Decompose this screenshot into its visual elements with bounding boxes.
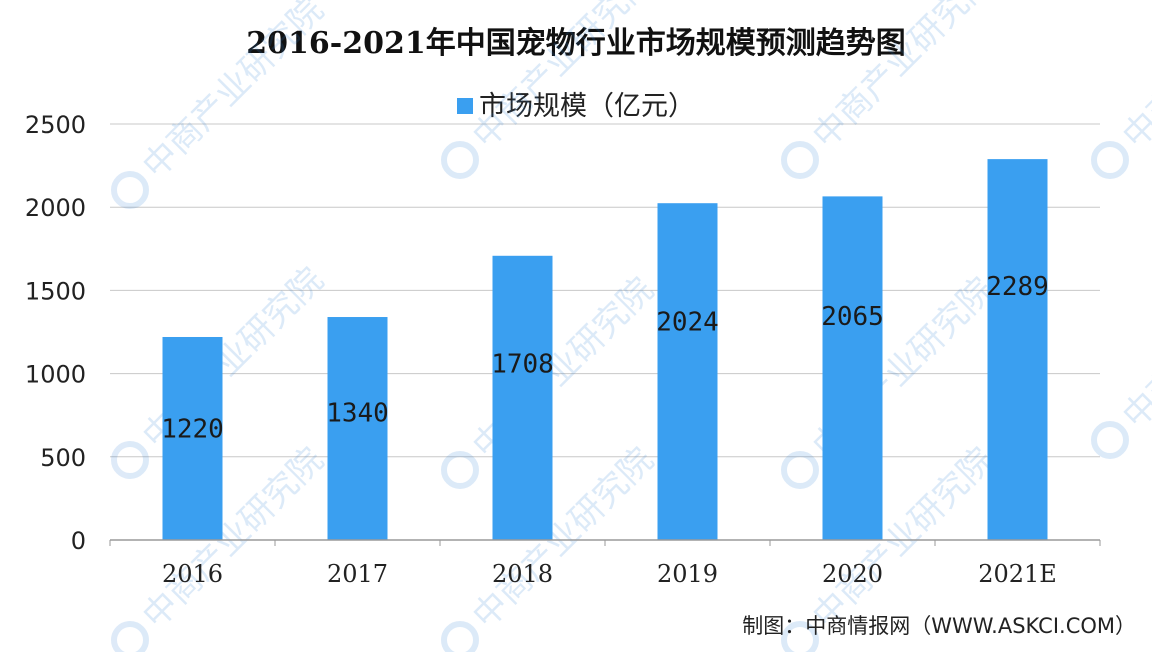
legend: 市场规模（亿元） (0, 84, 1152, 123)
watermark-text: 中商产业研究院 (1115, 240, 1152, 437)
x-tick-label: 2016 (162, 560, 223, 588)
bars (162, 159, 1048, 540)
x-tick-label: 2017 (327, 560, 388, 588)
watermark-logo-icon (111, 171, 149, 209)
watermark-item: 中商产业研究院 (441, 0, 662, 179)
watermark-item: 中商产业研究院 (1091, 240, 1152, 459)
y-tick-label: 0 (71, 527, 86, 555)
data-labels: 1220 1340 1708 2024 2065 2289 (161, 272, 1049, 444)
watermark-item: 中商产业研究院 (111, 0, 332, 209)
data-label: 1708 (491, 349, 554, 379)
data-label: 1220 (161, 414, 224, 444)
legend-label: 市场规模（亿元） (479, 91, 695, 122)
watermark-logo-icon (1091, 141, 1129, 179)
data-label: 2289 (986, 272, 1049, 302)
bar (822, 196, 883, 540)
source-note: 制图：中商情报网（WWW.ASKCI.COM） (742, 614, 1136, 638)
watermark-logo-icon (111, 621, 149, 652)
watermark-logo-icon (781, 141, 819, 179)
watermark-text: 中商产业研究院 (805, 0, 1002, 156)
watermark-logo-icon (111, 441, 149, 479)
y-tick-label: 1000 (25, 361, 86, 389)
x-tick-label: 2021E (978, 560, 1057, 588)
watermark-text: 中商产业研究院 (465, 0, 662, 156)
watermark-item: 中商产业研究院 (781, 0, 1002, 179)
x-tick-label: 2019 (657, 560, 718, 588)
watermark-text: 中商产业研究院 (1115, 0, 1152, 156)
data-label: 2065 (821, 302, 884, 332)
bar (162, 336, 223, 540)
y-tick-label: 2000 (25, 194, 86, 222)
watermark-logo-icon (441, 451, 479, 489)
x-tick-label: 2020 (822, 560, 883, 588)
y-tick-label: 500 (40, 444, 86, 472)
bar (657, 203, 718, 540)
gridlines (110, 123, 1100, 458)
bar (492, 255, 553, 540)
watermark-logo-icon (781, 621, 819, 652)
chart-title: 2016-2021年中国宠物行业市场规模预测趋势图 (246, 26, 906, 61)
legend-swatch (457, 98, 473, 114)
watermark-logo-icon (1091, 421, 1129, 459)
bar (327, 317, 388, 540)
watermark-logo-icon (441, 141, 479, 179)
watermark-logo-icon (441, 621, 479, 652)
y-tick-label: 1500 (25, 277, 86, 305)
axes: 0 500 1000 1500 2000 2500 2016 2017 2018 2019 2020… (25, 111, 1101, 588)
data-label: 2024 (656, 307, 719, 337)
watermark-text: 中商产业研究院 (135, 0, 332, 186)
x-tick-label: 2018 (492, 560, 553, 588)
y-tick-label: 2500 (25, 111, 86, 139)
bar (987, 159, 1048, 540)
watermark-item: 中商产业研究院 (1091, 0, 1152, 179)
data-label: 1340 (326, 399, 389, 429)
watermark-logo-icon (781, 451, 819, 489)
